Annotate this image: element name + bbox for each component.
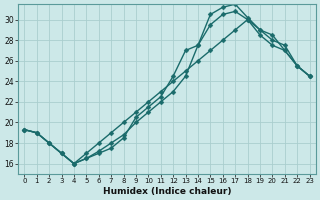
X-axis label: Humidex (Indice chaleur): Humidex (Indice chaleur) bbox=[103, 187, 231, 196]
